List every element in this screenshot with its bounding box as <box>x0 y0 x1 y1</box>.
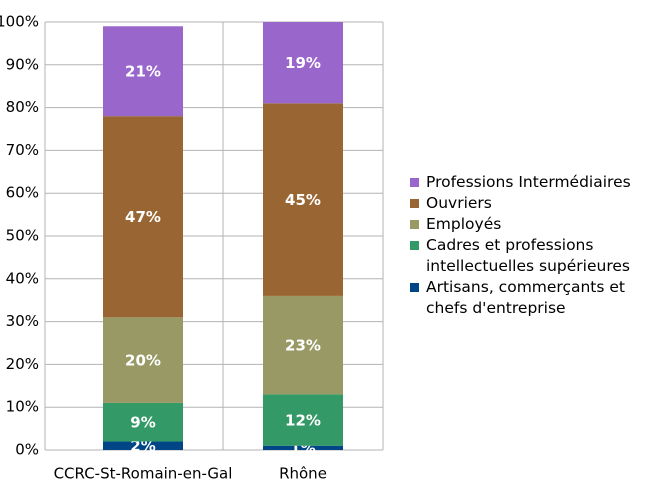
value-label: 2% <box>130 437 155 455</box>
value-label: 20% <box>125 352 161 370</box>
y-tick-label: 50% <box>6 227 39 245</box>
bar-segment <box>263 394 343 446</box>
y-tick-label: 80% <box>6 98 39 116</box>
legend-label: Professions Intermédiaires <box>426 173 631 191</box>
legend-label: Ouvriers <box>426 194 492 212</box>
legend-swatch <box>410 283 419 292</box>
value-label: 47% <box>125 208 161 226</box>
bar-segment <box>263 445 343 450</box>
bar-segment <box>263 103 343 296</box>
legend-swatch <box>410 241 419 250</box>
legend-swatch <box>410 220 419 229</box>
value-label: 9% <box>130 414 155 432</box>
bar-segment <box>263 22 343 104</box>
x-tick-label: Rhône <box>279 465 327 483</box>
legend-item: Artisans, commerçants et chefs d'entrepr… <box>408 277 648 319</box>
legend-swatch <box>410 199 419 208</box>
value-label: 19% <box>285 54 321 72</box>
legend-label: Artisans, commerçants et chefs d'entrepr… <box>426 278 625 317</box>
bar-segment <box>103 402 183 442</box>
y-tick-label: 60% <box>6 184 39 202</box>
y-tick-label: 10% <box>6 398 39 416</box>
y-tick-label: 30% <box>6 312 39 330</box>
bar-segment <box>103 116 183 318</box>
value-label: 21% <box>125 63 161 81</box>
bar-segment <box>103 317 183 403</box>
bar-segment <box>103 26 183 117</box>
legend: Professions Intermédiaires Ouvriers Employ… <box>408 172 648 319</box>
bar-segment <box>103 441 183 450</box>
legend-item: Ouvriers <box>408 193 648 214</box>
x-tick-label: CCRC-St-Romain-en-Gal <box>54 465 233 483</box>
legend-item: Cadres et professions intellectuelles su… <box>408 235 648 277</box>
y-tick-label: 20% <box>6 355 39 373</box>
legend-label: Employés <box>426 215 502 233</box>
value-label: 23% <box>285 337 321 355</box>
legend-item: Professions Intermédiaires <box>408 172 648 193</box>
y-tick-label: 70% <box>6 141 39 159</box>
legend-item: Employés <box>408 214 648 235</box>
legend-label: Cadres et professions intellectuelles su… <box>426 236 630 275</box>
y-tick-label: 40% <box>6 269 39 287</box>
y-tick-label: 90% <box>6 55 39 73</box>
bar-segment <box>263 295 343 395</box>
y-tick-label: 0% <box>15 441 39 459</box>
legend-swatch <box>410 178 419 187</box>
value-label: 45% <box>285 191 321 209</box>
value-label: 12% <box>285 412 321 430</box>
y-tick-label: 100% <box>0 13 39 31</box>
